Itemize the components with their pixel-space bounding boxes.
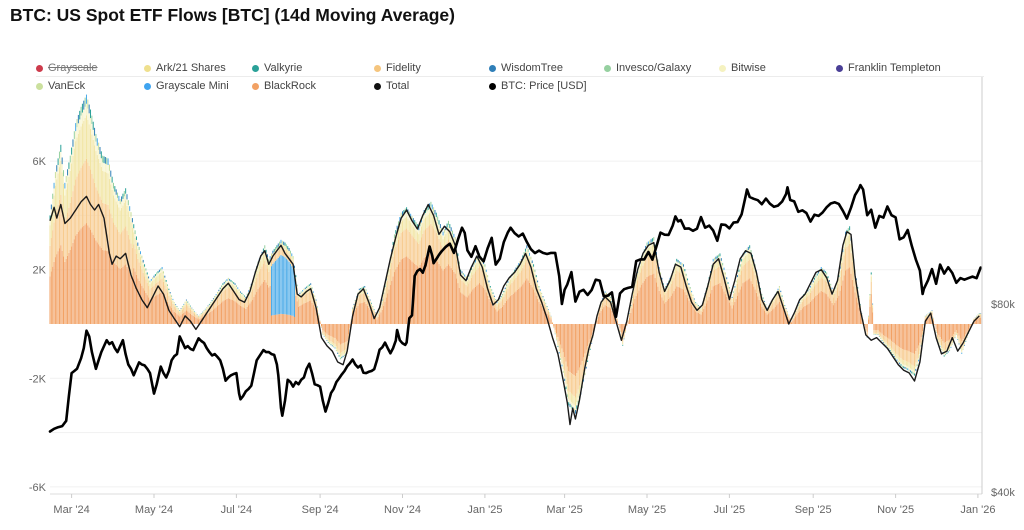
legend-label: VanEck [48,80,86,92]
ark-21-shares-swatch-icon [144,64,151,72]
legend-item-grayscale-mini[interactable]: Grayscale Mini [144,80,252,92]
x-tick-label: May '24 [135,504,173,516]
btc-price-usd-swatch-icon [489,82,496,90]
legend-item-btc-price-usd[interactable]: BTC: Price [USD] [489,80,604,92]
legend-item-grayscale[interactable]: Grayscale [36,62,144,74]
legend-label: BlackRock [264,80,316,92]
legend-label: Ark/21 Shares [156,62,226,74]
grayscale-mini-swatch-icon [144,82,151,90]
fidelity-swatch-icon [374,64,381,72]
legend-item-ark-21-shares[interactable]: Ark/21 Shares [144,62,252,74]
wisdomtree-swatch-icon [489,64,496,72]
x-tick-label: Jan '25 [467,504,502,516]
x-tick-label: Jan '26 [960,504,995,516]
x-tick-label: Sep '25 [795,504,832,516]
legend-label: Valkyrie [264,62,303,74]
vaneck-swatch-icon [36,82,43,90]
legend-label: Grayscale [48,62,98,74]
page-title: BTC: US Spot ETF Flows [BTC] (14d Moving… [10,5,455,25]
x-tick-label: Mar '25 [546,504,582,516]
legend-label: Invesco/Galaxy [616,62,692,74]
left-tick-label: 2K [33,265,47,277]
legend-item-vaneck[interactable]: VanEck [36,80,144,92]
legend-item-blackrock[interactable]: BlackRock [252,80,374,92]
legend: Grayscale Ark/21 Shares Valkyrie Fidelity Wi… [36,59,1014,95]
legend-item-franklin-templeton[interactable]: Franklin Templeton [836,62,1014,74]
legend-item-total[interactable]: Total [374,80,489,92]
legend-label: BTC: Price [USD] [501,80,587,92]
x-tick-label: Sep '24 [302,504,339,516]
grayscale-swatch-icon [36,64,43,72]
axes [50,77,983,495]
legend-item-invesco-galaxy[interactable]: Invesco/Galaxy [604,62,719,74]
bitwise-swatch-icon [719,64,726,72]
blackrock-swatch-icon [252,82,259,90]
legend-item-fidelity[interactable]: Fidelity [374,62,489,74]
legend-item-bitwise[interactable]: Bitwise [719,62,836,74]
legend-item-wisdomtree[interactable]: WisdomTree [489,62,604,74]
legend-label: Fidelity [386,62,421,74]
legend-label: Total [386,80,410,92]
x-tick-label: Nov '24 [384,504,421,516]
x-tick-label: Mar '24 [53,504,89,516]
legend-label: WisdomTree [501,62,563,74]
x-tick-label: Jul '24 [221,504,252,516]
total-flow-line [49,195,980,426]
legend-label: Bitwise [731,62,766,74]
legend-separator [36,76,984,77]
x-axis-labels: Mar '24 May '24 Jul '24 Sep '24 Nov '24 Jan '… [53,494,995,516]
x-tick-label: Nov '25 [877,504,914,516]
flow-bars-layer [49,94,983,414]
left-tick-label: -6K [29,482,47,494]
legend-label: Franklin Templeton [848,62,941,74]
x-tick-label: Jul '25 [714,504,745,516]
right-axis-labels: $80k $40k [991,299,1015,499]
franklin-templeton-swatch-icon [836,64,843,72]
total-swatch-icon [374,82,381,90]
x-tick-label: May '25 [628,504,666,516]
left-axis-labels: 6K 2K -2K -6K [29,156,47,494]
left-tick-label: -2K [29,373,47,385]
invesco-galaxy-swatch-icon [604,64,611,72]
legend-item-valkyrie[interactable]: Valkyrie [252,62,374,74]
left-tick-label: 6K [33,156,47,168]
btc-price-line [48,183,982,433]
right-tick-label: $40k [991,487,1015,499]
valkyrie-swatch-icon [252,64,259,72]
right-tick-label: $80k [991,299,1015,311]
legend-label: Grayscale Mini [156,80,229,92]
